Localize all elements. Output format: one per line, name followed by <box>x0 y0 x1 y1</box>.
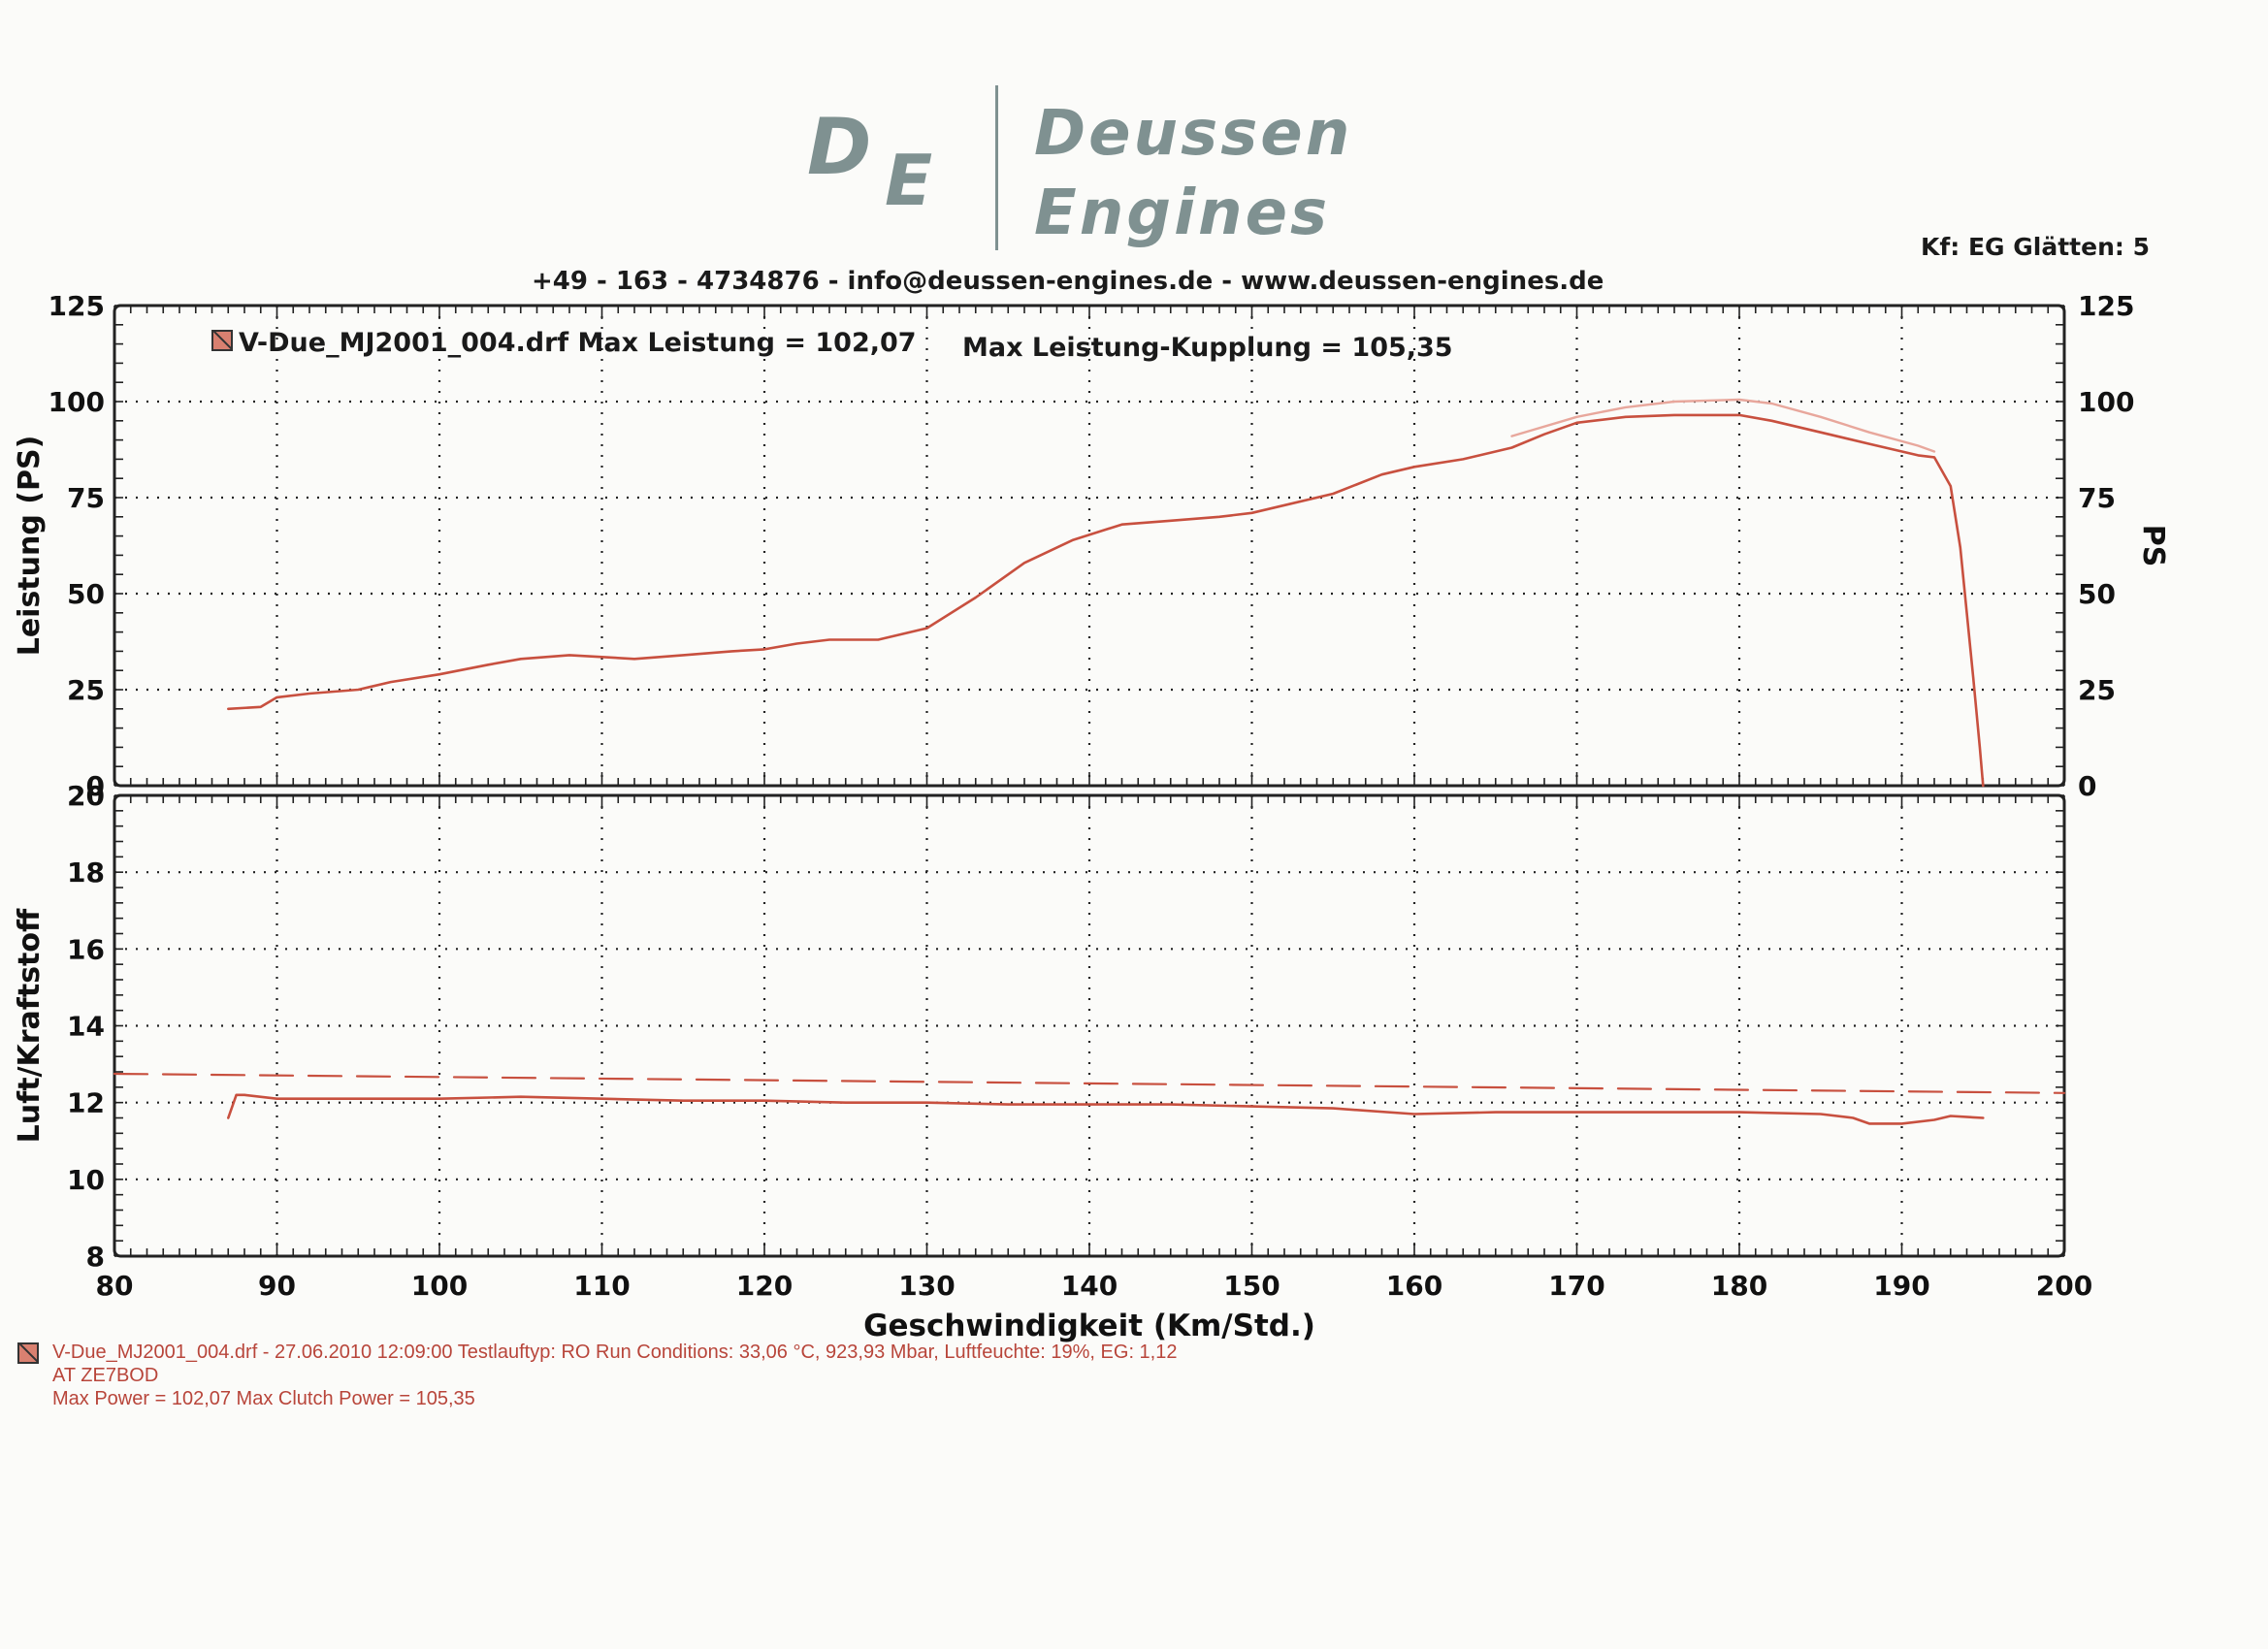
afr-ytick-label: 16 <box>67 933 105 965</box>
afr-xtick-label: 160 <box>1386 1270 1442 1302</box>
power-ytick-label: 50 <box>67 578 105 610</box>
afr-target-dashed-line <box>113 1072 2066 1094</box>
power-ytick-label-right: 50 <box>2078 578 2116 610</box>
power-frame <box>113 304 2066 788</box>
afr-xtick-label: 180 <box>1711 1270 1767 1302</box>
logo-word-engines: Engines <box>1034 178 1331 249</box>
power-ytick-label-right: 125 <box>2078 290 2134 322</box>
afr-ytick-label: 18 <box>67 857 105 889</box>
power-ytick-label: 100 <box>49 386 105 418</box>
logo-word-deussen: Deussen <box>1034 98 1353 170</box>
contact-line: +49 - 163 - 4734876 - info@deussen-engin… <box>532 267 1604 296</box>
power-panel: 0 0 25 25 50 50 75 75 100 100 125 125 Leistung (PS) P… <box>13 290 2170 802</box>
legend-max-clutch-power: Max Leistung-Kupplung = 105,35 <box>962 333 1453 363</box>
afr-frame <box>113 793 2066 1258</box>
afr-ytick-label: 8 <box>86 1241 105 1273</box>
logo-monogram-d: D <box>807 102 878 192</box>
afr-panel: 8 10 12 14 16 18 20 80 90 100 110 120 130 140 150 160 17… <box>13 780 2092 1343</box>
afr-ytick-label: 20 <box>67 780 105 812</box>
power-ytick-label-right: 100 <box>2078 386 2134 418</box>
afr-xtick-label: 170 <box>1548 1270 1604 1302</box>
afr-xtick-label: 80 <box>96 1270 134 1302</box>
afr-ytick-label: 10 <box>67 1164 105 1196</box>
logo-divider <box>995 85 998 250</box>
afr-ytick-label: 14 <box>67 1011 105 1043</box>
power-ytick-label: 75 <box>67 482 105 514</box>
afr-xtick-label: 130 <box>898 1270 955 1302</box>
power-ylabel: Leistung (PS) <box>13 436 47 657</box>
afr-xtick-label: 190 <box>1873 1270 1929 1302</box>
afr-xlabel: Geschwindigkeit (Km/Std.) <box>863 1309 1315 1343</box>
power-ytick-label: 125 <box>49 290 105 322</box>
afr-xtick-label: 100 <box>411 1270 468 1302</box>
afr-series-line <box>227 1093 1985 1125</box>
power-ylabel-right: PS <box>2136 525 2170 567</box>
footer-run-info: V-Due_MJ2001_004.drf - 27.06.2010 12:09:… <box>52 1341 1177 1410</box>
power-ytick-label: 0 <box>86 770 105 802</box>
afr-xtick-label: 150 <box>1223 1270 1280 1302</box>
legend-swatch <box>211 330 233 351</box>
footer-line-id: AT ZE7BOD <box>52 1365 159 1386</box>
footer-line-power: Max Power = 102,07 Max Clutch Power = 10… <box>52 1388 475 1409</box>
footer-swatch <box>17 1342 39 1364</box>
power-series-line <box>227 413 1985 788</box>
power-ytick-label: 25 <box>67 674 105 706</box>
afr-xtick-label: 200 <box>2036 1270 2092 1302</box>
afr-xtick-label: 110 <box>573 1270 630 1302</box>
power-ytick-label-right: 0 <box>2078 770 2096 802</box>
legend-max-power: V-Due_MJ2001_004.drf Max Leistung = 102,… <box>239 328 917 358</box>
afr-xtick-label: 140 <box>1061 1270 1118 1302</box>
clutch-power-series-line <box>1510 398 1936 453</box>
power-ytick-label-right: 25 <box>2078 674 2116 706</box>
dyno-settings: Kf: EG Glätten: 5 <box>1921 233 2150 261</box>
logo-monogram-e: E <box>885 140 939 221</box>
afr-xtick-label: 120 <box>736 1270 793 1302</box>
afr-ytick-label: 12 <box>67 1087 105 1119</box>
footer-line-run: V-Due_MJ2001_004.drf - 27.06.2010 12:09:… <box>52 1342 1178 1363</box>
afr-xtick-label: 90 <box>258 1270 296 1302</box>
afr-ylabel: Luft/Kraftstoff <box>13 908 47 1143</box>
power-ytick-label-right: 75 <box>2078 482 2116 514</box>
